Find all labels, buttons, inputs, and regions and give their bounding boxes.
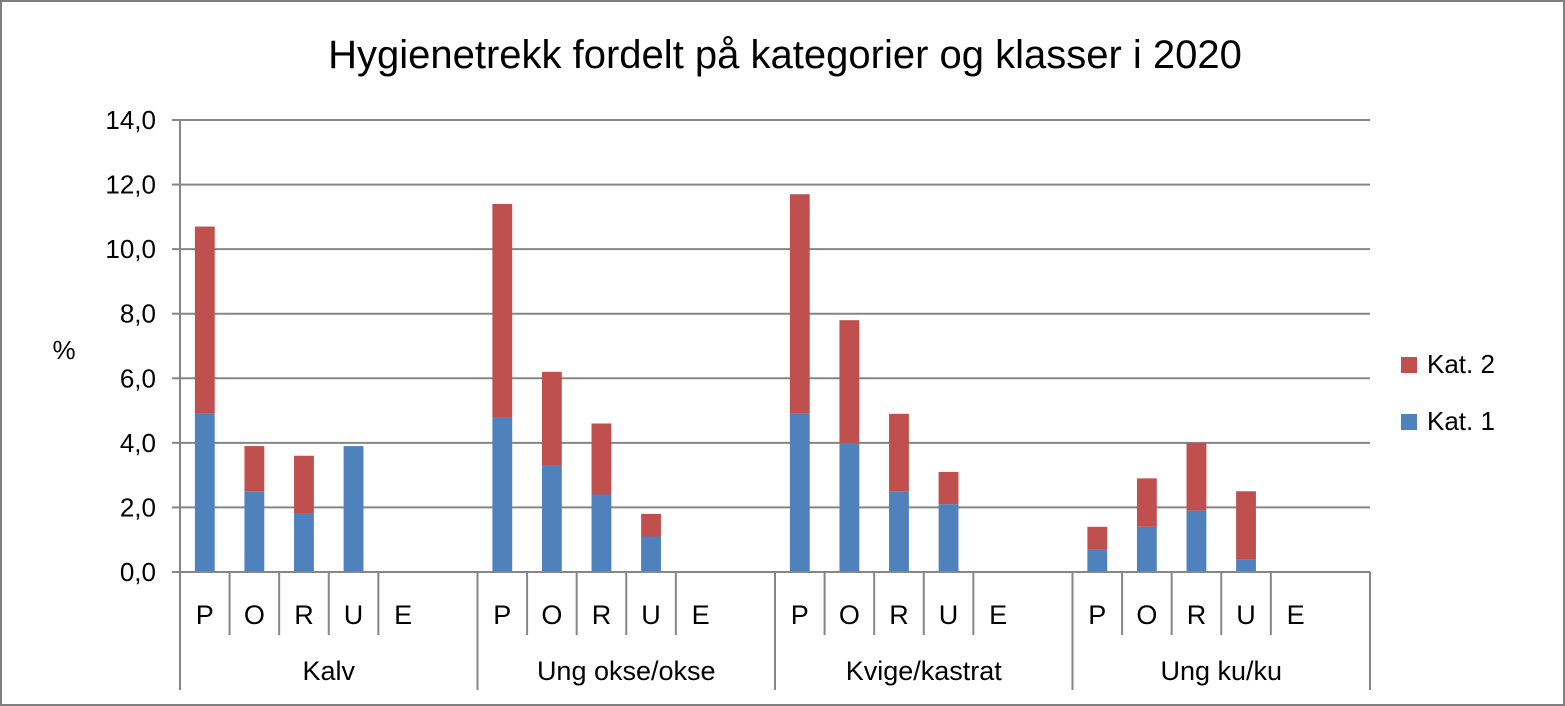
- class-label: P: [493, 600, 511, 630]
- bar-kat-1: [1236, 559, 1256, 572]
- bar-kat-1: [641, 536, 661, 572]
- class-label: R: [592, 600, 612, 630]
- group-label: Kalv: [302, 656, 355, 686]
- bar-kat-2: [789, 194, 810, 414]
- class-label: U: [641, 600, 661, 630]
- bar-kat-2: [1087, 526, 1108, 550]
- bar-kat-1: [1186, 510, 1207, 572]
- bar-kat-1: [343, 446, 364, 572]
- y-axis-label: %: [52, 335, 75, 365]
- y-tick-label: 14,0: [105, 105, 156, 135]
- class-label: O: [839, 600, 860, 630]
- class-label: E: [394, 600, 412, 630]
- group-label: Kvige/kastrat: [846, 656, 1003, 686]
- class-label: E: [1287, 600, 1305, 630]
- bar-kat-2: [244, 446, 265, 492]
- bar-kat-1: [839, 442, 860, 572]
- bar-kat-2: [1236, 491, 1256, 560]
- y-tick-label: 4,0: [120, 428, 156, 458]
- bar-kat-2: [492, 203, 513, 418]
- bar-kat-2: [889, 413, 909, 492]
- class-label: U: [344, 600, 364, 630]
- class-label: O: [244, 600, 265, 630]
- bar-kat-1: [889, 491, 909, 572]
- class-label: R: [1187, 600, 1207, 630]
- chart-title: Hygienetrekk fordelt på kategorier og kl…: [328, 33, 1242, 77]
- bar-kat-2: [591, 423, 612, 495]
- legend-label: Kat. 2: [1427, 349, 1495, 379]
- bar-kat-2: [839, 320, 860, 443]
- legend-label: Kat. 1: [1427, 406, 1495, 436]
- bar-kat-2: [938, 471, 959, 505]
- class-label: P: [1088, 600, 1106, 630]
- bar-kat-1: [938, 504, 959, 572]
- class-label: P: [791, 600, 809, 630]
- y-tick-label: 6,0: [120, 363, 156, 393]
- bar-kat-1: [1136, 526, 1157, 572]
- bar-kat-1: [194, 413, 215, 572]
- bar-kat-2: [294, 455, 314, 514]
- y-tick-label: 12,0: [105, 170, 156, 200]
- class-label: E: [989, 600, 1007, 630]
- y-tick-label: 10,0: [105, 234, 156, 264]
- bar-kat-2: [641, 513, 661, 537]
- group-label: Ung ku/ku: [1160, 656, 1282, 686]
- bars: [194, 194, 1256, 572]
- bar-kat-1: [789, 413, 810, 572]
- y-tick-label: 0,0: [120, 557, 156, 587]
- bar-kat-1: [244, 491, 265, 572]
- legend: Kat. 2 Kat. 1: [1401, 349, 1495, 436]
- bar-kat-1: [492, 417, 513, 572]
- y-tick-label: 2,0: [120, 492, 156, 522]
- class-label: U: [1236, 600, 1256, 630]
- bar-kat-2: [194, 226, 215, 414]
- class-label: O: [1136, 600, 1157, 630]
- bar-kat-2: [1186, 442, 1207, 511]
- bar-kat-1: [591, 494, 612, 572]
- bar-kat-1: [1087, 549, 1108, 572]
- y-tick-label: 8,0: [120, 299, 156, 329]
- legend-swatch: [1401, 357, 1417, 373]
- gridlines: [180, 119, 1370, 509]
- class-label: R: [889, 600, 909, 630]
- class-label: U: [939, 600, 959, 630]
- legend-swatch: [1401, 414, 1417, 430]
- class-label: P: [196, 600, 214, 630]
- group-label: Ung okse/okse: [537, 656, 716, 686]
- bar-kat-2: [1136, 478, 1157, 527]
- bar-kat-1: [541, 465, 562, 572]
- bar-kat-2: [541, 371, 562, 466]
- class-label: R: [294, 600, 314, 630]
- bar-kat-1: [294, 513, 314, 572]
- class-label: E: [692, 600, 710, 630]
- class-label: O: [541, 600, 562, 630]
